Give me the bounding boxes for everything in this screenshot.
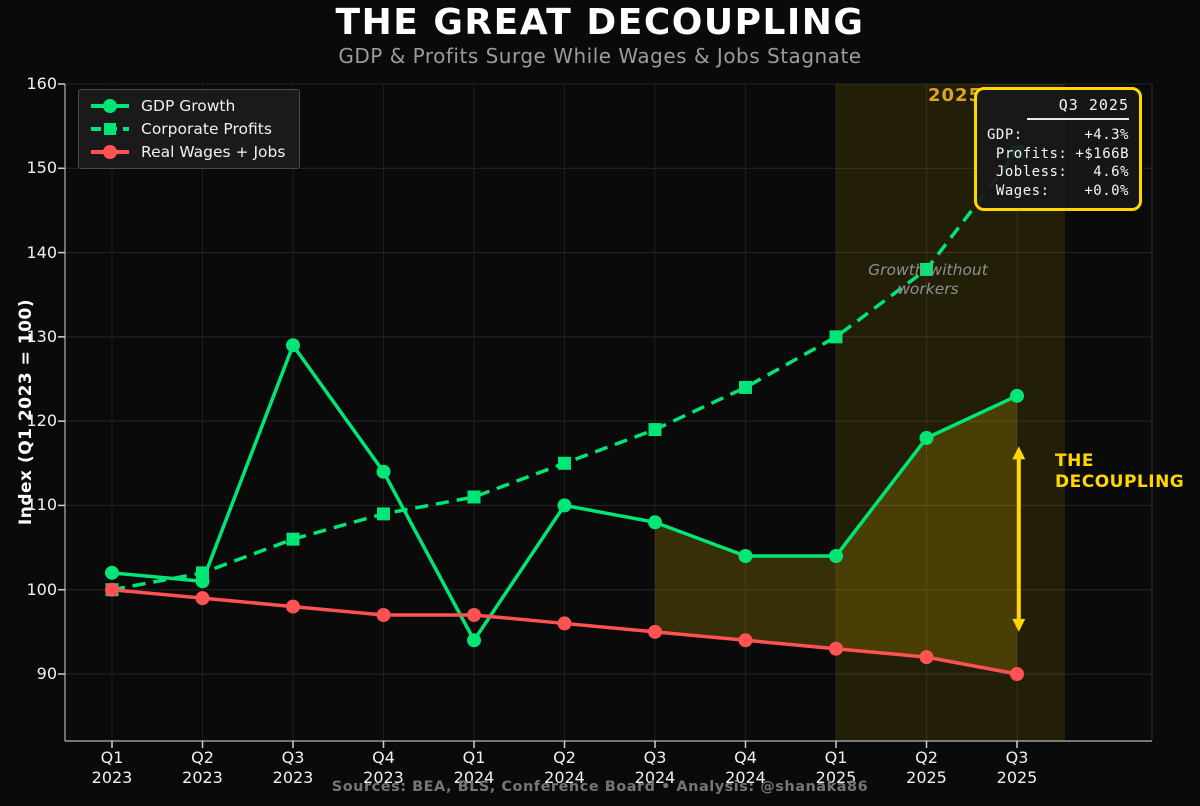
data-point-marker <box>286 532 300 546</box>
legend-item-gdp-growth: GDP Growth <box>89 97 285 115</box>
legend-label: Corporate Profits <box>141 120 272 138</box>
data-point-marker <box>467 608 481 623</box>
data-point-marker <box>738 549 753 564</box>
data-point-marker <box>105 582 119 597</box>
data-point-marker <box>376 464 391 479</box>
data-point-marker <box>557 616 572 631</box>
data-point-marker <box>195 574 210 589</box>
legend-item-real-wages-jobs: Real Wages + Jobs <box>89 143 285 161</box>
x-tick-label: Q2 2023 <box>182 748 223 787</box>
decoupling-label-line1: THE <box>1055 451 1094 471</box>
stats-row-label: Profits: <box>987 145 1068 162</box>
y-tick-label: 160 <box>26 74 57 93</box>
data-point-marker <box>286 338 300 353</box>
stats-box-rows: GDP: +4.3% Profits: +$166B Jobless: 4.6% Wa… <box>987 126 1129 200</box>
y-tick-label: 100 <box>26 579 57 599</box>
legend-label: GDP Growth <box>141 97 236 115</box>
stats-row-value: 4.6% <box>1093 164 1129 180</box>
x-tick-label: Q3 2023 <box>272 748 314 787</box>
data-point-marker <box>557 498 572 513</box>
data-point-marker <box>919 650 934 665</box>
x-tick-label: Q1 2025 <box>815 748 857 787</box>
data-point-marker <box>829 641 843 656</box>
series-gdp-growth <box>105 338 1024 648</box>
decoupling-gap-fill <box>655 395 1017 675</box>
stats-row-label: Wages: <box>987 182 1050 199</box>
y-tick-label: 120 <box>26 411 57 431</box>
data-point-marker <box>829 549 843 564</box>
stats-box-header: Q3 2025 <box>1058 96 1129 114</box>
growth-note-line2: workers <box>897 280 959 298</box>
data-point-marker <box>105 565 119 580</box>
data-point-marker <box>648 624 662 639</box>
data-point-marker <box>648 423 662 437</box>
data-point-marker <box>1010 667 1024 682</box>
x-tick-label: Q1 2023 <box>91 748 133 787</box>
data-point-marker <box>738 633 753 648</box>
data-point-marker <box>558 456 571 470</box>
data-point-marker <box>919 431 934 446</box>
stats-row-wages: Wages: +0.0% <box>987 182 1129 201</box>
data-point-marker <box>377 507 390 521</box>
axes <box>58 83 1153 748</box>
decoupling-label-line2: DECOUPLING <box>1055 472 1185 492</box>
data-point-marker <box>739 380 752 394</box>
legend-swatch-solid-circle-icon <box>91 99 129 113</box>
y-tick-label: 140 <box>26 242 57 262</box>
x-tick-label: Q4 2024 <box>725 748 766 787</box>
data-point-marker <box>829 330 843 344</box>
data-point-marker <box>467 490 481 504</box>
stats-row-jobless: Jobless: 4.6% <box>987 163 1129 182</box>
the-decoupling-label: THE DECOUPLING <box>1055 451 1184 493</box>
y-tick-label: 150 <box>26 158 57 178</box>
stats-row-value: +4.3% <box>1084 127 1129 143</box>
legend: GDP Growth Corporate Profits Real Wages + … <box>78 89 301 169</box>
data-point-marker <box>376 608 391 623</box>
y-tick-label: 110 <box>26 495 57 515</box>
stats-row-value: +$166B <box>1075 145 1129 162</box>
chart-subtitle: GDP & Profits Surge While Wages & Jobs S… <box>338 44 862 68</box>
legend-swatch-solid-circle-icon <box>91 145 129 159</box>
stats-row-label: Jobless: <box>987 164 1068 180</box>
x-tick-label: Q4 2023 <box>363 748 404 787</box>
x-tick-label: Q2 2024 <box>544 748 585 787</box>
data-point-marker <box>1010 388 1024 403</box>
stats-row-label: GDP: <box>987 127 1023 143</box>
stats-box-divider <box>1027 118 1129 120</box>
series-real-wages-jobs <box>105 582 1024 682</box>
legend-item-corporate-profits: Corporate Profits <box>89 120 285 138</box>
x-tick-label: Q1 2024 <box>453 748 495 787</box>
decoupling-arrow <box>1012 446 1026 632</box>
growth-note-line1: Growth without <box>868 261 988 279</box>
stats-row-value: +0.0% <box>1084 182 1129 199</box>
y-tick-label: 90 <box>36 664 57 683</box>
stats-row-profits: Profits: +$166B <box>987 145 1129 164</box>
stats-row-gdp: GDP: +4.3% <box>987 126 1129 145</box>
q3-2025-stats-box: Q3 2025 GDP: +4.3% Profits: +$166B Jobless… <box>974 87 1142 211</box>
y-tick-label: 130 <box>26 326 57 346</box>
chart-title: THE GREAT DECOUPLING <box>335 2 865 43</box>
x-tick-label: Q3 2024 <box>634 748 676 787</box>
data-point-marker <box>467 633 481 648</box>
data-point-marker <box>286 599 300 614</box>
data-point-marker <box>648 515 662 530</box>
x-tick-label: Q2 2025 <box>906 748 947 787</box>
x-tick-label: Q3 2025 <box>996 748 1038 787</box>
data-point-marker <box>920 262 933 276</box>
source-attribution: Sources: BEA, BLS, Conference Board • An… <box>331 779 869 795</box>
year-2025-label: 2025 <box>928 85 983 106</box>
growth-without-workers-note: Growth without workers <box>828 261 1028 299</box>
legend-label: Real Wages + Jobs <box>141 143 286 161</box>
legend-swatch-dashed-square-icon <box>91 123 129 135</box>
data-point-marker <box>195 591 210 606</box>
